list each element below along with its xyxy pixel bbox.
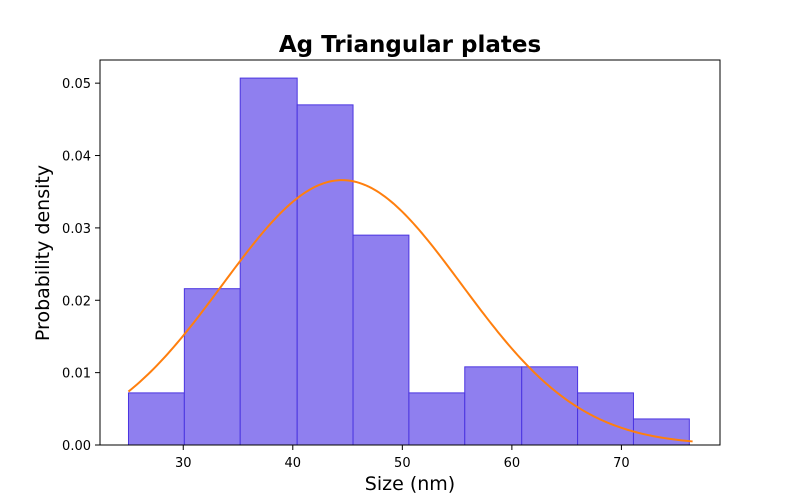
plot-frame (99, 59, 721, 446)
x-tick-label: 50 (394, 456, 411, 471)
axes (99, 59, 721, 446)
y-tick-label: 0.01 (62, 367, 91, 382)
fit-curve-layer (127, 179, 693, 443)
y-tick-label: 0.02 (62, 294, 91, 309)
histogram-bar (408, 392, 466, 446)
histogram-bar (183, 288, 241, 446)
histogram-bar (239, 77, 298, 446)
y-tick-label: 0.04 (62, 150, 91, 165)
y-tick-label: 0.03 (62, 222, 91, 237)
x-tick-label: 70 (613, 456, 630, 471)
y-tick-label: 0.05 (62, 77, 91, 92)
histogram-bar (352, 234, 410, 446)
histogram-bar (521, 366, 579, 446)
tick-marks: 30 40 50 60 70 0.00 0.01 0.02 0.03 0.04 0.05 (62, 77, 630, 471)
histogram-bar (577, 392, 634, 446)
histogram-bars (127, 77, 690, 446)
x-tick-label: 30 (175, 456, 192, 471)
normal-fit-curve (127, 179, 693, 443)
y-axis-label: Probability density (32, 165, 54, 341)
histogram-bar (127, 392, 185, 446)
x-tick-label: 40 (285, 456, 302, 471)
chart-title: Ag Triangular plates (279, 32, 541, 58)
histogram-bar (464, 366, 523, 446)
histogram-bar (296, 104, 354, 446)
y-tick-label: 0.00 (62, 439, 91, 454)
x-tick-label: 60 (504, 456, 521, 471)
x-axis-label: Size (nm) (365, 473, 455, 495)
